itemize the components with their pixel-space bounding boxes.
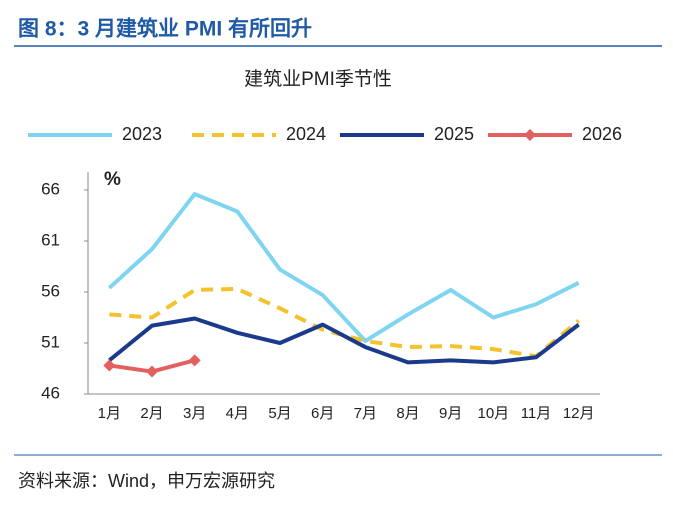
y-tick-label: 56 xyxy=(41,281,60,300)
series-line xyxy=(107,192,580,343)
series-line xyxy=(108,316,580,365)
point-marker xyxy=(103,359,116,372)
y-tick-label: 61 xyxy=(41,230,60,249)
x-tick-label: 9月 xyxy=(439,405,462,422)
series-line xyxy=(109,286,580,359)
y-tick-label: 51 xyxy=(41,332,60,351)
x-tick-label: 5月 xyxy=(268,405,291,422)
x-tick-label: 6月 xyxy=(311,405,334,422)
legend-label: 2025 xyxy=(434,124,474,144)
chart-title: 建筑业PMI季节性 xyxy=(244,68,392,90)
x-tick-label: 10月 xyxy=(477,405,509,422)
x-tick-label: 4月 xyxy=(226,405,249,422)
x-tick-label: 3月 xyxy=(183,405,206,422)
y-tick-label: 46 xyxy=(41,383,60,402)
legend-label: 2024 xyxy=(286,124,326,144)
source: 资料来源：Wind，申万宏源研究 xyxy=(18,471,275,491)
legend-label: 2023 xyxy=(122,124,162,144)
point-marker xyxy=(188,354,201,367)
x-tick-label: 8月 xyxy=(396,405,419,422)
x-tick-label: 12月 xyxy=(563,405,595,422)
x-tick-label: 11月 xyxy=(521,405,552,422)
x-tick-label: 1月 xyxy=(98,405,121,422)
x-tick-label: 7月 xyxy=(354,405,377,422)
point-marker xyxy=(146,365,158,378)
x-tick-label: 2月 xyxy=(140,405,163,422)
legend-marker xyxy=(524,129,536,141)
header-title: 图 8：3 月建筑业 PMI 有所回升 xyxy=(18,17,312,41)
legend-label: 2026 xyxy=(582,124,622,144)
y-unit: % xyxy=(104,169,121,190)
y-tick-label: 66 xyxy=(41,179,60,198)
